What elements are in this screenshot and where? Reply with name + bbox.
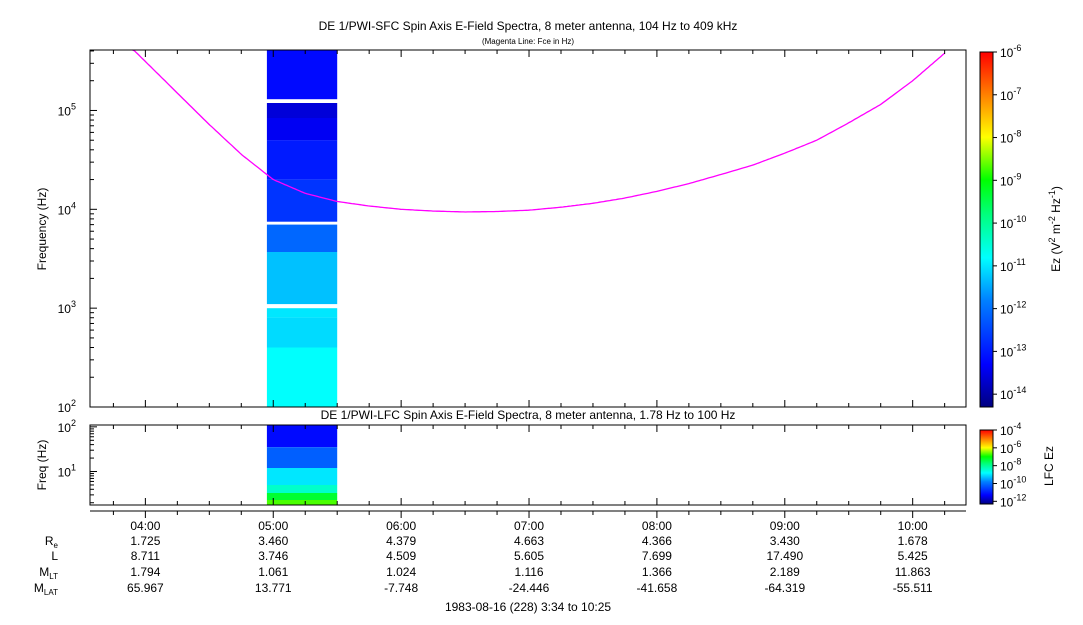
- ephemeris-row-label-3: MLAT: [34, 581, 58, 597]
- ephemeris-value-0-1: 3.460: [258, 534, 288, 548]
- lfc-cbtick-label-0: 10-4: [1000, 421, 1021, 438]
- lfc-ytick-label-0: 101: [58, 463, 76, 480]
- lfc-spectral-band-1: [266, 447, 338, 468]
- sfc-ytick-label-1: 103: [58, 299, 76, 316]
- time-label-1: 05:00: [258, 519, 288, 533]
- sfc-plot-area: [132, 49, 946, 407]
- ephemeris-value-2-0: 1.794: [130, 565, 160, 579]
- sfc-cbtick-label-1: 10-7: [1000, 86, 1021, 103]
- lfc-spectral-band-2: [266, 468, 338, 485]
- lfc-colorbar-label: LFC Ez: [1042, 446, 1056, 486]
- ephemeris-row-label-2: MLT: [39, 565, 58, 581]
- lfc-spectral-band-5: [266, 500, 338, 505]
- ephemeris-value-3-3: -24.446: [509, 581, 550, 595]
- ephemeris-value-1-3: 5.605: [514, 549, 544, 563]
- ephemeris-value-3-4: -41.658: [637, 581, 678, 595]
- sfc-spectral-band-8: [266, 317, 338, 348]
- ephemeris-value-3-0: 65.967: [127, 581, 164, 595]
- sfc-plot-frame: [89, 49, 967, 408]
- ephemeris-value-2-2: 1.024: [386, 565, 416, 579]
- time-label-5: 09:00: [770, 519, 800, 533]
- ephemeris-value-3-1: 13.771: [255, 581, 292, 595]
- ephemeris-value-1-5: 17.490: [766, 549, 803, 563]
- time-label-4: 08:00: [642, 519, 672, 533]
- sfc-spectral-band-5: [266, 224, 338, 252]
- lfc-y-axis-label: Freq (Hz): [35, 440, 49, 491]
- lfc-plot-area: [266, 425, 338, 505]
- sfc-cbtick-label-8: 10-14: [1000, 385, 1026, 402]
- ephemeris-value-2-4: 1.366: [642, 565, 672, 579]
- lfc-spectral-band-4: [266, 493, 338, 500]
- sfc-spectral-band-3: [266, 140, 338, 180]
- ephemeris-value-0-6: 1.678: [898, 534, 928, 548]
- ephemeris-value-1-1: 3.746: [258, 549, 288, 563]
- ephemeris-value-2-5: 2.189: [770, 565, 800, 579]
- lfc-y-axis: 101 102: [58, 418, 97, 504]
- ephemeris-value-2-6: 11.863: [895, 565, 931, 579]
- sfc-cbtick-label-5: 10-11: [1000, 257, 1026, 274]
- ephemeris-value-0-3: 4.663: [514, 534, 544, 548]
- lfc-colorbar: [979, 429, 994, 505]
- lfc-title: DE 1/PWI-LFC Spin Axis E-Field Spectra, …: [321, 408, 736, 422]
- sfc-ytick-label-3: 105: [58, 101, 76, 118]
- time-label-0: 04:00: [130, 519, 160, 533]
- sfc-y-axis: 102 103 104 105: [58, 50, 97, 415]
- ephemeris-value-0-5: 3.430: [770, 534, 800, 548]
- time-label-2: 06:00: [386, 519, 416, 533]
- sfc-y-axis-label: Frequency (Hz): [35, 188, 49, 271]
- ephemeris-value-1-6: 5.425: [898, 549, 928, 563]
- sfc-spectral-band-9: [266, 347, 338, 407]
- ephemeris-value-0-4: 4.366: [642, 534, 672, 548]
- sfc-cbtick-label-3: 10-9: [1000, 171, 1021, 188]
- sfc-cbtick-label-6: 10-12: [1000, 300, 1026, 317]
- sfc-spectral-band-7: [266, 308, 338, 318]
- lfc-spectral-band-3: [266, 485, 338, 494]
- fce-line: [132, 49, 946, 213]
- sfc-cbtick-label-7: 10-13: [1000, 342, 1026, 359]
- ephemeris-value-2-3: 1.116: [514, 565, 543, 579]
- date-range-label: 1983-08-16 (228) 3:34 to 10:25: [445, 600, 611, 614]
- ephemeris-value-1-4: 7.699: [642, 549, 672, 563]
- sfc-cbtick-label-4: 10-10: [1000, 214, 1026, 231]
- lfc-cbtick-label-3: 10-10: [1000, 474, 1026, 491]
- sfc-spectral-band-2: [266, 118, 338, 141]
- sfc-colorbar-label: Ez (V2 m-2 Hz-1): [1047, 186, 1063, 272]
- ephemeris-value-0-2: 4.379: [386, 534, 416, 548]
- ephemeris-table: Re 1.725 3.460 4.379 4.663 4.366 3.430 1.678 L 8.…: [34, 534, 933, 597]
- time-axis: 04:00 05:00 06:00 07:00 08:00 09:00 10:00: [90, 50, 966, 533]
- ephemeris-value-1-2: 4.509: [386, 549, 416, 563]
- lfc-cbtick-label-4: 10-12: [1000, 492, 1026, 509]
- time-label-3: 07:00: [514, 519, 544, 533]
- sfc-subtitle: (Magenta Line: Fce in Hz): [482, 37, 574, 46]
- sfc-title: DE 1/PWI-SFC Spin Axis E-Field Spectra, …: [319, 19, 738, 33]
- lfc-cbtick-label-2: 10-8: [1000, 457, 1021, 474]
- ephemeris-value-2-1: 1.061: [258, 565, 288, 579]
- sfc-ytick-label-0: 102: [58, 398, 76, 415]
- ephemeris-row-label-0: Re: [45, 534, 59, 550]
- time-label-6: 10:00: [898, 519, 928, 533]
- lfc-ytick-label-1: 102: [58, 418, 76, 435]
- ephemeris-value-3-2: -7.748: [384, 581, 418, 595]
- ephemeris-row-label-1: L: [51, 549, 58, 563]
- ephemeris-value-1-0: 8.711: [131, 549, 160, 563]
- sfc-spectral-band-6: [266, 252, 338, 305]
- sfc-cbtick-label-0: 10-6: [1000, 43, 1021, 60]
- sfc-ytick-label-2: 104: [58, 200, 76, 217]
- lfc-plot-frame: [89, 424, 967, 506]
- sfc-cbtick-label-2: 10-8: [1000, 129, 1021, 146]
- lfc-spectral-band-0: [266, 425, 338, 448]
- sfc-spectral-band-1: [266, 103, 338, 118]
- sfc-colorbar-ticks: 10-6 10-7 10-8 10-9 10-10 10-11 10-12 10-13 10-1…: [993, 43, 1026, 402]
- ephemeris-value-3-5: -64.319: [764, 581, 805, 595]
- sfc-spectral-band-4: [266, 179, 338, 222]
- sfc-spectral-band-0: [266, 50, 338, 100]
- ephemeris-value-0-0: 1.725: [130, 534, 160, 548]
- lfc-cbtick-label-1: 10-6: [1000, 439, 1021, 456]
- sfc-colorbar: [979, 51, 994, 408]
- ephemeris-value-3-6: -55.511: [893, 581, 933, 595]
